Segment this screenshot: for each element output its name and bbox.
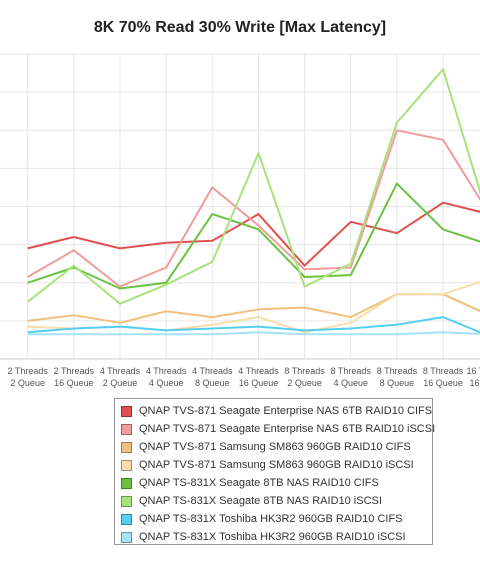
x-tick-label: 2 Threads <box>8 366 49 376</box>
legend-swatch <box>121 423 132 435</box>
series-line-4 <box>27 280 480 334</box>
x-tick-label: 8 Threads <box>423 366 464 376</box>
legend-label: QNAP TVS-871 Samsung SM863 960GB RAID10 … <box>139 441 411 453</box>
legend-swatch <box>121 405 132 417</box>
legend-label: QNAP TS-831X Seagate 8TB NAS RAID10 iSCS… <box>139 495 382 507</box>
legend-item[interactable]: QNAP TVS-871 Samsung SM863 960GB RAID10 … <box>121 456 414 474</box>
series-line-7 <box>27 316 480 334</box>
legend: QNAP TVS-871 Seagate Enterprise NAS 6TB … <box>114 398 435 546</box>
x-tick-label: 16 Queue <box>423 378 463 388</box>
x-tick-label: 2 Queue <box>10 378 45 388</box>
x-tick-label: 4 Queue <box>334 378 369 388</box>
legend-swatch <box>121 459 132 471</box>
legend-item[interactable]: QNAP TS-831X Seagate 8TB NAS RAID10 CIFS <box>121 474 379 492</box>
series-line-8 <box>27 331 480 336</box>
legend-item[interactable]: QNAP TS-831X Seagate 8TB NAS RAID10 iSCS… <box>121 492 382 510</box>
x-tick-label: 16 Queue <box>54 378 94 388</box>
legend-item[interactable]: QNAP TVS-871 Seagate Enterprise NAS 6TB … <box>121 402 432 420</box>
legend-label: QNAP TVS-871 Samsung SM863 960GB RAID10 … <box>139 459 414 471</box>
series-line-5 <box>27 182 480 290</box>
x-tick-label: 4 Threads <box>146 366 187 376</box>
x-tick-label: 4 Queue <box>149 378 184 388</box>
legend-item[interactable]: QNAP TVS-871 Seagate Enterprise NAS 6TB … <box>121 420 435 438</box>
legend-label: QNAP TVS-871 Seagate Enterprise NAS 6TB … <box>139 405 433 417</box>
series-line-1 <box>27 201 480 267</box>
legend-label: QNAP TVS-871 Seagate Enterprise NAS 6TB … <box>139 423 436 435</box>
x-tick-label: 4 Threads <box>238 366 279 376</box>
legend-label: QNAP TS-831X Toshiba HK3R2 960GB RAID10 … <box>139 513 403 525</box>
legend-item[interactable]: QNAP TS-831X Toshiba HK3R2 960GB RAID10 … <box>121 528 406 546</box>
legend-swatch <box>121 495 132 507</box>
x-tick-label: 8 Threads <box>284 366 325 376</box>
x-tick-label: 4 Threads <box>192 366 233 376</box>
series-line-6 <box>27 68 480 305</box>
x-tick-label: 2 Threads <box>54 366 95 376</box>
x-tick-label: 2 Queue <box>103 378 138 388</box>
series-lines <box>27 68 480 336</box>
x-tick-label: 16 Queue <box>469 378 480 388</box>
x-tick-label: 8 Queue <box>380 378 415 388</box>
chart-title: 8K 70% Read 30% Write [Max Latency] <box>93 19 387 36</box>
x-tick-label: 4 Threads <box>100 366 141 376</box>
legend-swatch <box>121 531 132 543</box>
x-tick-label: 2 Queue <box>287 378 322 388</box>
legend-swatch <box>121 477 132 489</box>
x-tick-label: 16 Queue <box>239 378 279 388</box>
legend-swatch <box>121 513 132 525</box>
x-tick-label: 16 Threads <box>467 366 480 376</box>
legend-label: QNAP TS-831X Toshiba HK3R2 960GB RAID10 … <box>139 531 406 543</box>
legend-item[interactable]: QNAP TS-831X Toshiba HK3R2 960GB RAID10 … <box>121 510 403 528</box>
x-axis-tick-labels: 2 Threads 2 Queue 2 Threads 16 Queue 4 Threa… <box>8 366 480 388</box>
x-tick-label: 8 Threads <box>377 366 418 376</box>
series-line-2 <box>27 129 480 288</box>
x-tick-label: 8 Queue <box>195 378 230 388</box>
legend-item[interactable]: QNAP TVS-871 Samsung SM863 960GB RAID10 … <box>121 438 411 456</box>
x-tick-label: 8 Threads <box>331 366 372 376</box>
legend-label: QNAP TS-831X Seagate 8TB NAS RAID10 CIFS <box>139 477 379 489</box>
legend-swatch <box>121 441 132 453</box>
